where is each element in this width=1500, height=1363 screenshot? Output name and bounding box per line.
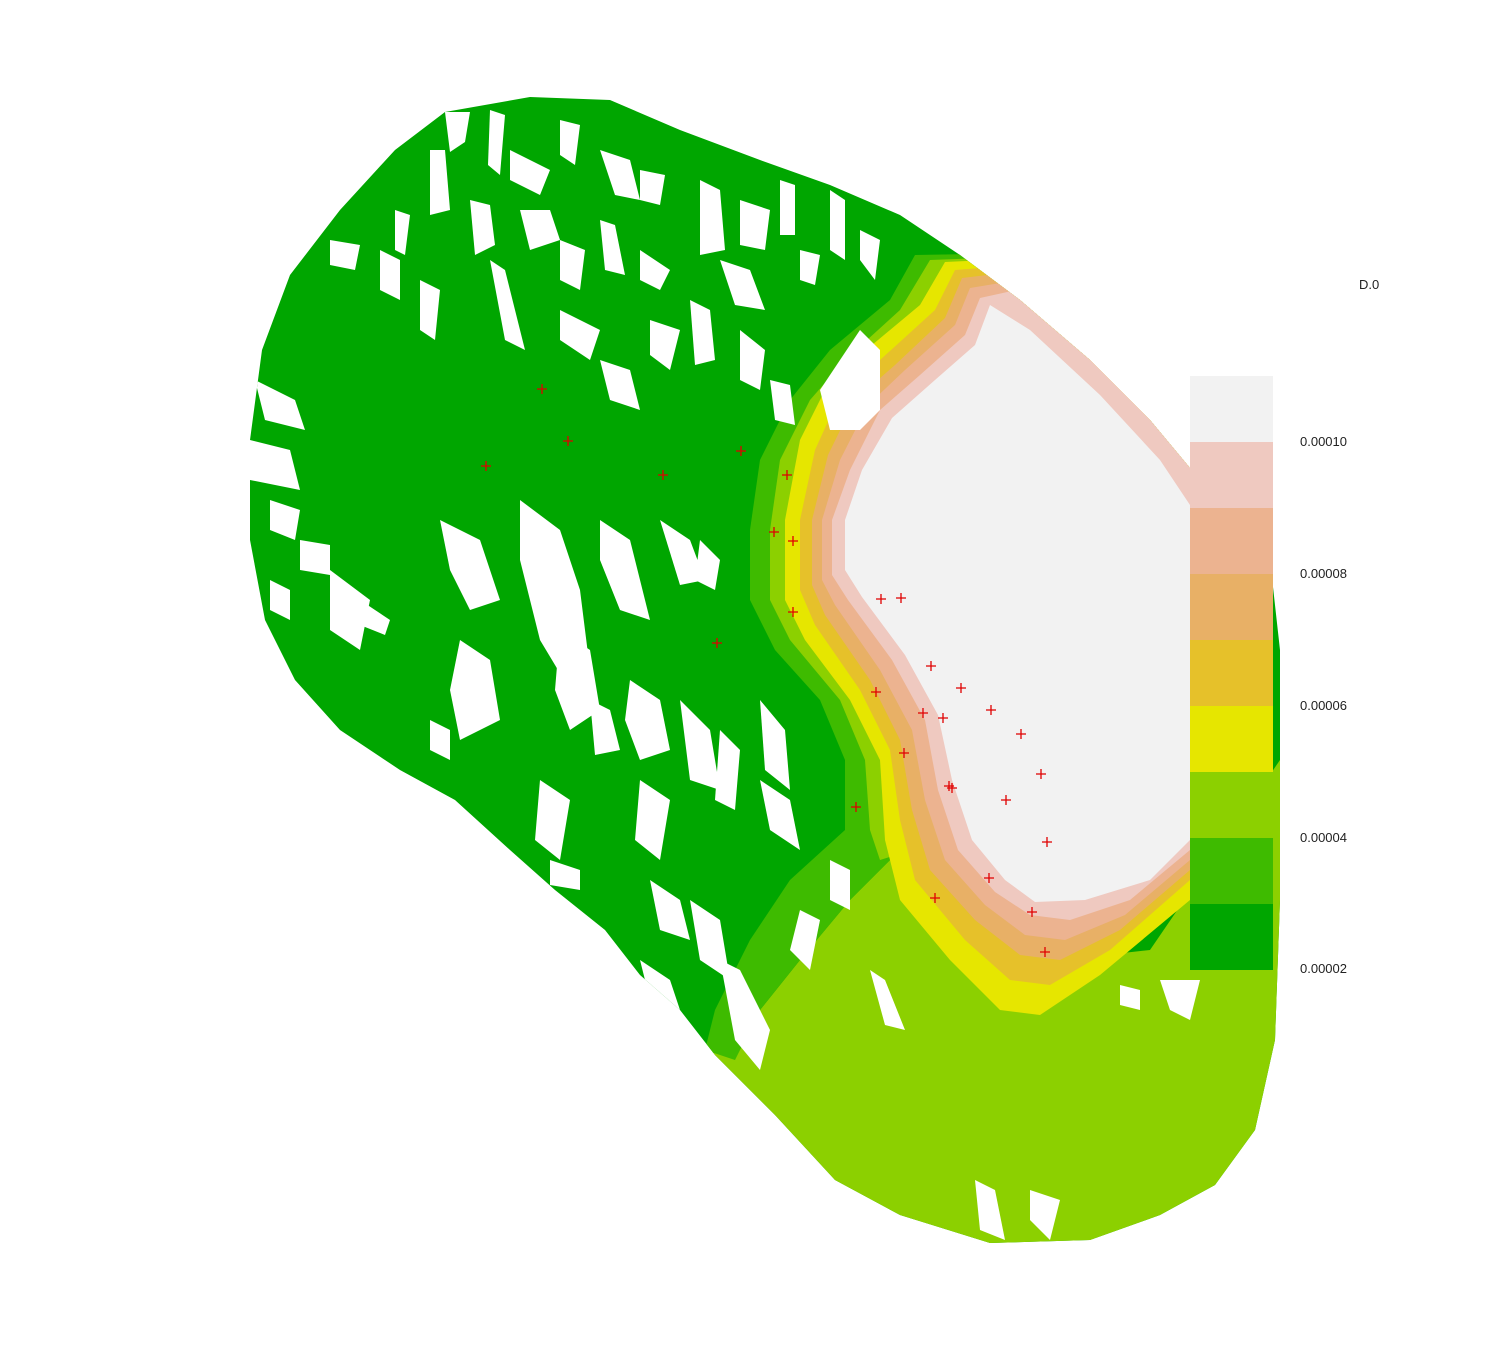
legend-swatch <box>1190 640 1273 706</box>
plus-icon <box>947 783 957 793</box>
plus-icon <box>769 527 779 537</box>
legend-swatch <box>1190 904 1273 970</box>
plus-icon <box>926 661 936 671</box>
legend-swatch <box>1190 442 1273 508</box>
plus-icon <box>1016 729 1026 739</box>
plus-icon <box>876 594 886 604</box>
zone-light-green <box>700 760 1280 1243</box>
plus-icon <box>712 638 722 648</box>
plus-icon <box>1027 907 1037 917</box>
legend-title: D.0 <box>1359 277 1380 292</box>
legend-label-2: 0.00008 <box>1300 566 1347 581</box>
legend-swatch <box>1190 772 1273 838</box>
plus-icon <box>658 470 668 480</box>
plus-icon <box>563 436 573 446</box>
plus-icon <box>984 873 994 883</box>
legend-swatch <box>1190 376 1273 442</box>
legend-swatch <box>1190 838 1273 904</box>
plus-icon <box>1001 795 1011 805</box>
legend-swatch <box>1190 508 1273 574</box>
plus-icon <box>537 384 547 394</box>
plus-icon <box>1040 947 1050 957</box>
legend-color-bar <box>1190 376 1273 970</box>
legend-label-5: 0.00002 <box>1300 961 1347 976</box>
plus-icon <box>788 607 798 617</box>
plus-icon <box>956 683 966 693</box>
legend-label-1: 0.00010 <box>1300 434 1347 449</box>
plus-icon <box>1036 769 1046 779</box>
legend-swatch <box>1190 706 1273 772</box>
plus-icon <box>851 802 861 812</box>
legend-label-3: 0.00006 <box>1300 698 1347 713</box>
plus-icon <box>736 446 746 456</box>
plus-icon <box>938 713 948 723</box>
no-data-gaps <box>250 110 880 1070</box>
plus-icon <box>918 708 928 718</box>
plus-icon <box>930 893 940 903</box>
no-data-gaps-south <box>870 970 1200 1240</box>
plus-icon <box>899 748 909 758</box>
legend-swatch <box>1190 574 1273 640</box>
plus-icon <box>782 470 792 480</box>
zone-high-density <box>845 305 1200 902</box>
points-layer <box>481 384 1052 957</box>
plus-icon <box>1042 837 1052 847</box>
plus-icon <box>871 687 881 697</box>
plus-icon <box>788 536 798 546</box>
plus-icon <box>896 593 906 603</box>
plus-icon <box>986 705 996 715</box>
legend-label-4: 0.00004 <box>1300 830 1347 845</box>
plus-icon <box>481 461 491 471</box>
